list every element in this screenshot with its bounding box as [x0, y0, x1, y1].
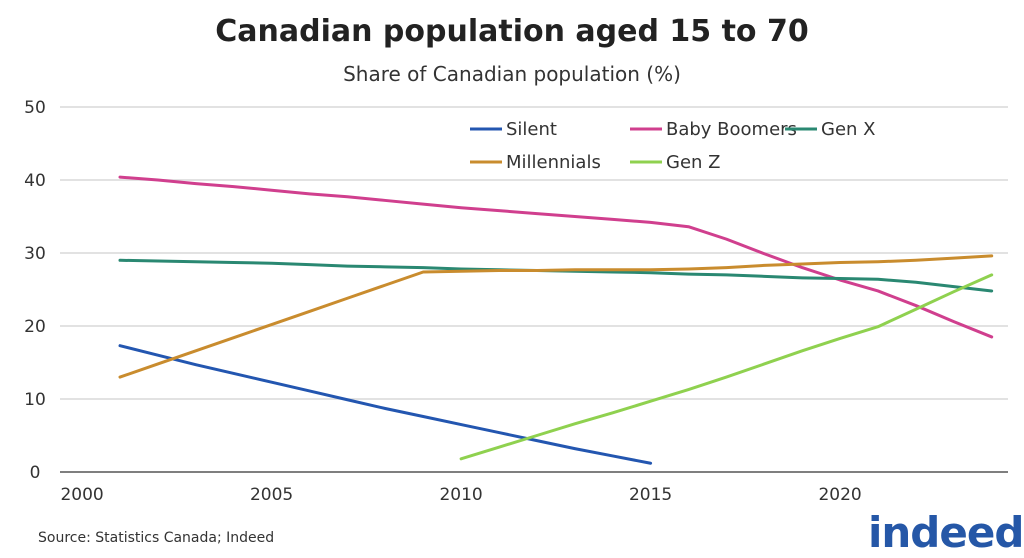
legend-label-gen-z: Gen Z: [666, 152, 720, 173]
indeed-logo: indeed: [868, 508, 1024, 557]
x-tick-label: 2005: [250, 485, 293, 505]
y-tick-label: 10: [24, 390, 46, 410]
y-tick-label: 40: [24, 171, 46, 191]
series-line-gen-z: [459, 273, 994, 461]
legend-label-silent: Silent: [506, 119, 557, 140]
y-tick-label: 0: [30, 463, 41, 483]
chart-title: Canadian population aged 15 to 70: [215, 14, 809, 49]
x-tick-label: 2015: [629, 485, 672, 505]
y-tick-label: 50: [24, 98, 46, 118]
chart-subtitle: Share of Canadian population (%): [343, 62, 681, 86]
legend-label-baby-boomers: Baby Boomers: [666, 119, 797, 140]
y-tick-label: 20: [24, 317, 46, 337]
series-line-silent: [118, 344, 653, 465]
series-line-baby-boomers: [118, 175, 994, 339]
source-note: Source: Statistics Canada; Indeed: [38, 530, 275, 546]
legend-label-gen-x: Gen X: [821, 119, 875, 140]
x-tick-label: 2010: [439, 485, 482, 505]
y-tick-label: 30: [24, 244, 46, 264]
x-tick-label: 2000: [60, 485, 103, 505]
legend-label-millennials: Millennials: [506, 152, 601, 173]
x-tick-label: 2020: [818, 485, 861, 505]
series-line-millennials: [118, 254, 994, 379]
